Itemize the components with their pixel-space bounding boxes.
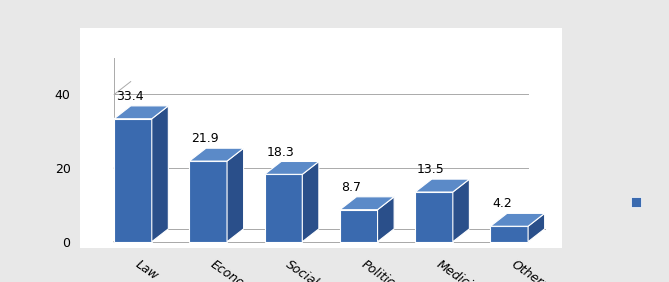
Text: 18.3: 18.3 — [266, 146, 294, 158]
Polygon shape — [152, 106, 169, 242]
Legend:  — [631, 196, 652, 210]
Polygon shape — [528, 213, 545, 242]
Polygon shape — [377, 197, 394, 242]
Polygon shape — [302, 162, 319, 242]
Polygon shape — [114, 119, 152, 242]
Polygon shape — [265, 174, 302, 242]
Text: 4.2: 4.2 — [492, 197, 512, 210]
Polygon shape — [189, 148, 244, 161]
Polygon shape — [490, 226, 528, 242]
Polygon shape — [415, 192, 453, 242]
Polygon shape — [189, 161, 227, 242]
Text: 13.5: 13.5 — [417, 163, 444, 176]
Polygon shape — [340, 210, 377, 242]
Text: 33.4: 33.4 — [116, 90, 143, 103]
Polygon shape — [265, 162, 319, 174]
Polygon shape — [453, 179, 470, 242]
Text: 21.9: 21.9 — [191, 132, 219, 145]
Polygon shape — [415, 179, 470, 192]
Polygon shape — [340, 197, 394, 210]
Polygon shape — [227, 148, 244, 242]
Polygon shape — [490, 213, 545, 226]
Polygon shape — [114, 106, 169, 119]
Text: 8.7: 8.7 — [341, 181, 361, 194]
